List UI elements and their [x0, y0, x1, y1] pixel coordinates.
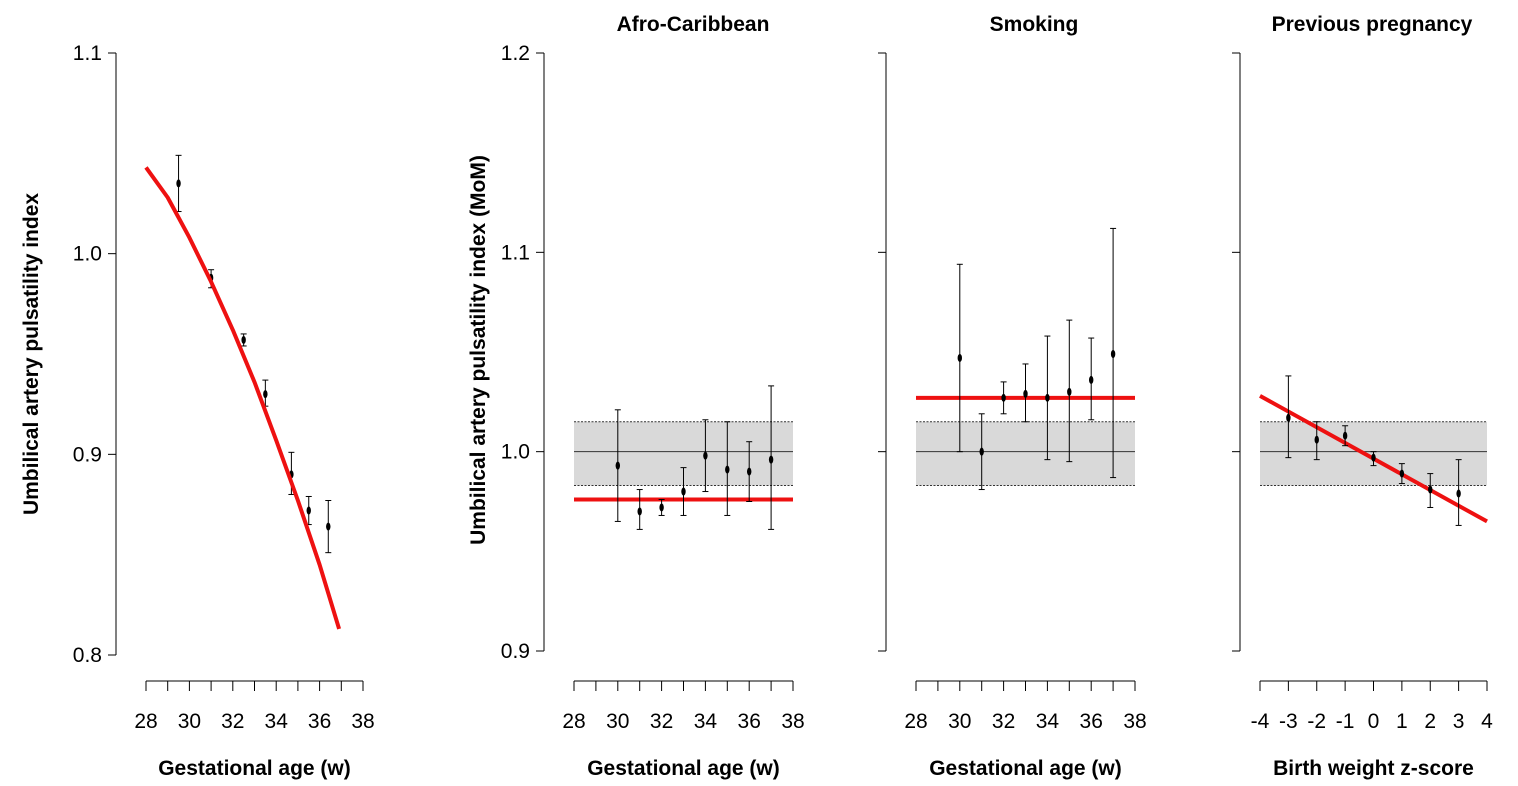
- x-tick-label: 32: [650, 710, 673, 733]
- y-tick-label: 0.8: [73, 644, 102, 667]
- panel-title: Smoking: [990, 13, 1079, 36]
- x-tick-label: 28: [134, 710, 157, 733]
- data-point: [637, 507, 642, 516]
- data-point: [1001, 393, 1006, 402]
- chart-panel-4: Previous pregnancy -4 -3 -2 -1 0 1 2 3 4 Birth wei…: [1232, 13, 1493, 780]
- x-tick-label: 34: [694, 710, 718, 733]
- data-point: [241, 335, 246, 344]
- data-point: [263, 390, 268, 399]
- data-point: [747, 467, 752, 476]
- chart-panel-1: 0.8 0.9 1.0 1.1 28 30 32 34 36 38 Gestational age …: [73, 42, 375, 780]
- data-point: [681, 487, 686, 496]
- x-axis-title: Gestational age (w): [929, 757, 1122, 780]
- data-point: [1286, 413, 1291, 422]
- reference-band: [916, 421, 1135, 486]
- data-point: [1089, 375, 1094, 384]
- x-tick-label: 1: [1396, 710, 1408, 733]
- x-tick-label: -3: [1279, 710, 1298, 733]
- x-tick-label: 2: [1424, 710, 1436, 733]
- data-point: [1314, 435, 1319, 444]
- fit-line: [144, 166, 342, 630]
- chart-panel-2: Afro-Caribbean 0.9 1.0 1.1 1.2 28 30 32 34 36 38 Ge…: [501, 13, 805, 780]
- data-point: [326, 522, 331, 531]
- data-point: [1371, 453, 1376, 462]
- data-point: [957, 353, 962, 362]
- y-tick-label: 1.0: [73, 243, 102, 266]
- panel-title: Previous pregnancy: [1272, 13, 1473, 36]
- data-point: [768, 455, 774, 464]
- y-tick-label: 1.1: [73, 42, 102, 65]
- data-point: [1399, 469, 1405, 478]
- x-tick-label: 0: [1368, 710, 1380, 733]
- x-tick-label: 4: [1481, 710, 1493, 733]
- panel-title: Afro-Caribbean: [617, 13, 770, 36]
- x-tick-label: 36: [308, 710, 331, 733]
- x-tick-label: 30: [178, 710, 201, 733]
- y-axis-title-left: Umbilical artery pulsatility index: [20, 193, 43, 515]
- x-tick-label: -1: [1336, 710, 1355, 733]
- data-point: [659, 503, 664, 512]
- x-tick-label: 28: [562, 710, 585, 733]
- x-tick-label: 3: [1453, 710, 1465, 733]
- data-point: [979, 447, 984, 456]
- x-tick-label: 30: [606, 710, 629, 733]
- x-axis-title: Birth weight z-score: [1273, 757, 1474, 780]
- x-tick-label: 34: [1036, 710, 1060, 733]
- x-tick-label: 38: [1123, 710, 1146, 733]
- y-axis-title-mom: Umbilical artery pulsatility index (MoM): [467, 155, 490, 545]
- x-axis-title: Gestational age (w): [587, 757, 780, 780]
- y-tick-label: 0.9: [501, 640, 530, 663]
- x-tick-label: 38: [351, 710, 374, 733]
- data-point: [176, 179, 181, 188]
- x-tick-label: 32: [221, 710, 244, 733]
- y-tick-label: 1.1: [501, 241, 530, 264]
- data-point: [306, 506, 311, 515]
- y-tick-label: 1.0: [501, 441, 530, 464]
- x-tick-label: 30: [948, 710, 971, 733]
- data-point: [1045, 393, 1050, 402]
- data-point: [1428, 485, 1433, 494]
- y-tick-label: 1.2: [501, 42, 530, 65]
- chart-panel-3: Smoking 28 30 32 34 36 38 Gestational age (w): [878, 13, 1147, 780]
- x-axis-title: Gestational age (w): [158, 757, 351, 780]
- data-point: [1023, 389, 1028, 398]
- x-tick-label: -2: [1307, 710, 1326, 733]
- data-point: [615, 461, 620, 470]
- x-tick-label: 28: [904, 710, 927, 733]
- x-tick-label: 36: [738, 710, 761, 733]
- x-tick-label: 36: [1080, 710, 1103, 733]
- data-point: [725, 465, 730, 474]
- x-tick-label: -4: [1251, 710, 1270, 733]
- x-tick-label: 38: [781, 710, 804, 733]
- x-tick-label: 34: [265, 710, 289, 733]
- x-tick-label: 32: [992, 710, 1015, 733]
- data-point: [703, 451, 708, 460]
- data-point: [1456, 489, 1461, 498]
- data-point: [1067, 387, 1072, 396]
- y-tick-label: 0.9: [73, 443, 102, 466]
- data-point: [1342, 431, 1348, 440]
- data-point: [1110, 349, 1116, 358]
